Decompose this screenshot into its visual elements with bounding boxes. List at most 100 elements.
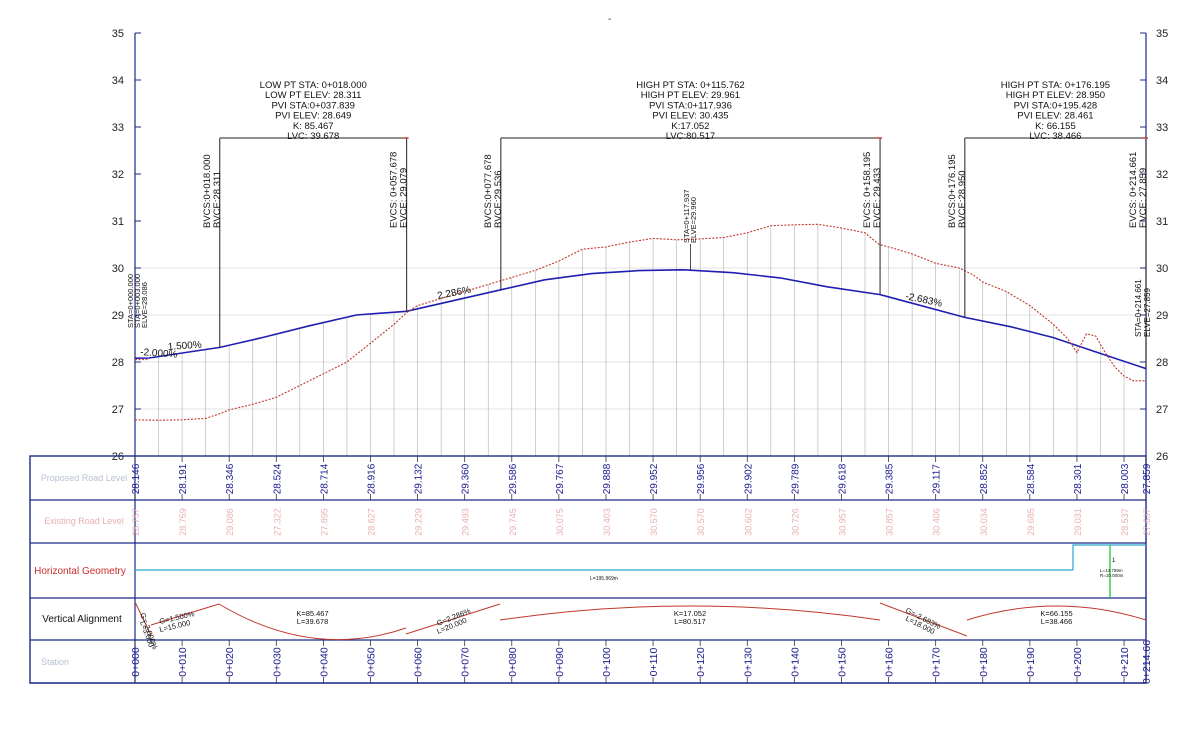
existing-level-value: 28.757 <box>131 508 141 536</box>
band-label-horizontal: Horizontal Geometry <box>34 566 126 577</box>
start-point-label: STA=0+003.000 <box>133 274 142 328</box>
station-label: 0+060 <box>413 647 425 677</box>
proposed-level-value: 29.767 <box>555 463 566 494</box>
bvc-label: BVCE:29.536 <box>493 170 504 228</box>
high-point-label: ELVE=29.960 <box>689 197 698 243</box>
station-label: 0+200 <box>1072 647 1084 677</box>
vc-info-line: HIGH PT STA: 0+176.195 <box>1001 80 1110 91</box>
vc-info-line: HIGH PT STA: 0+115.762 <box>636 80 745 91</box>
horizontal-length-text: L=195.969m <box>590 576 618 582</box>
existing-level-value: 27.322 <box>272 508 282 536</box>
station-label: 0+110 <box>648 647 660 676</box>
proposed-level-value: 29.952 <box>649 463 660 494</box>
station-label: 0+070 <box>460 647 472 677</box>
y-tick-label-left: 28 <box>112 357 124 369</box>
existing-level-value: 30.570 <box>696 508 706 536</box>
existing-level-value: 28.537 <box>1120 508 1130 536</box>
vc-info-line: HIGH PT ELEV: 28.950 <box>1006 90 1105 101</box>
va-curve-text: K=66.155 <box>1040 609 1072 618</box>
vc-info-line: K: 66.155 <box>1035 121 1076 132</box>
existing-level-value: 29.685 <box>1026 508 1036 536</box>
vc-info-line: PVI ELEV: 30.435 <box>652 111 728 122</box>
y-tick-label-left: 34 <box>112 75 124 87</box>
vc-info-line: LVC: 39.678 <box>287 131 339 142</box>
existing-level-value: 28.759 <box>178 508 188 536</box>
va-grade-line <box>134 601 152 636</box>
y-tick-label-left: 33 <box>112 122 124 134</box>
band-label-station: Station <box>41 657 69 667</box>
existing-ground-line <box>134 223 1146 421</box>
va-curve-text: K=17.052 <box>674 609 706 618</box>
vc-info-line: HIGH PT ELEV: 29.961 <box>641 90 740 101</box>
profile-grid <box>134 224 1146 456</box>
proposed-level-value: 28.003 <box>1120 463 1131 494</box>
existing-level-value: 29.086 <box>225 508 235 536</box>
existing-level-value: 29.493 <box>461 508 471 536</box>
vc-info-line: K:17.052 <box>671 121 709 132</box>
proposed-level-value: 29.117 <box>932 464 943 494</box>
vc-info-line: PVI STA:0+037.839 <box>271 100 355 111</box>
proposed-level-value: 29.956 <box>696 463 707 494</box>
vc-info-line: LOW PT STA: 0+018.000 <box>260 80 367 91</box>
station-label: 0+010 <box>177 647 189 677</box>
band-label-vertical: Vertical Alignment <box>42 614 122 625</box>
existing-level-value: 30.034 <box>979 508 989 536</box>
proposed-level-value: 28.714 <box>319 463 330 494</box>
proposed-level-value: 29.789 <box>790 463 801 494</box>
vc-info-line: LVC: 38.466 <box>1029 131 1081 142</box>
station-label: 0+050 <box>365 647 377 677</box>
existing-level-value: 30.857 <box>885 508 895 536</box>
proposed-level-value: 29.902 <box>743 463 754 494</box>
station-label: 0+020 <box>224 647 236 677</box>
station-label: 0+190 <box>1025 647 1037 677</box>
proposed-level-value: 28.916 <box>366 463 377 494</box>
bvc-label: BVCE:28.950 <box>957 170 968 228</box>
station-label: 0+180 <box>978 647 990 677</box>
vc-info-line: PVI STA:0+195.428 <box>1014 100 1098 111</box>
existing-level-value: 29.745 <box>508 508 518 536</box>
proposed-level-value: 29.132 <box>414 463 425 494</box>
existing-level-value: 28.627 <box>366 508 376 536</box>
va-curve-text: L=80.517 <box>674 617 706 626</box>
proposed-level-value: 28.146 <box>131 463 142 494</box>
top-mark: - <box>608 14 611 25</box>
y-tick-label-right: 29 <box>1156 310 1168 322</box>
station-label: 0+160 <box>884 647 896 677</box>
y-tick-label-left: 35 <box>112 28 124 40</box>
y-tick-label-left: 29 <box>112 310 124 322</box>
proposed-level-value: 27.859 <box>1142 463 1153 494</box>
elevation-axes: - 35 35 34 34 33 33 32 32 31 31 30 30 29 29 28 28 27 27 26 2… <box>112 14 1169 463</box>
station-label: 0+100 <box>601 647 613 677</box>
bvc-label: BVCE:28.311 <box>212 171 223 228</box>
y-tick-label-right: 32 <box>1156 169 1168 181</box>
start-point-label: ELVE=28.086 <box>140 282 149 328</box>
vc-info-line: K: 85.467 <box>293 121 334 132</box>
station-label: 0+120 <box>695 647 707 677</box>
proposed-level-value: 29.385 <box>885 463 896 494</box>
proposed-level-value: 29.618 <box>837 463 848 494</box>
vc-info-line: LOW PT ELEV: 28.311 <box>265 90 361 101</box>
va-curve-text: K=85.467 <box>296 609 328 618</box>
grade-label: 2.286% <box>436 285 471 302</box>
station-label: 0+030 <box>271 647 283 677</box>
bvc-label: BVCS:0+176.195 <box>947 154 958 228</box>
va-curve-text: L=38.466 <box>1041 617 1073 626</box>
horizontal-marker-text: 1 <box>1112 558 1116 564</box>
existing-level-value: 27.637 <box>1142 508 1152 536</box>
station-label: 0+040 <box>318 647 330 677</box>
station-label: 0+210 <box>1119 647 1131 677</box>
vc-info-line: PVI ELEV: 28.461 <box>1017 111 1093 122</box>
va-curve-arc <box>966 605 1147 621</box>
proposed-level-value: 28.524 <box>272 463 283 494</box>
vc-info-line: PVI ELEV: 28.649 <box>275 111 351 122</box>
evc-label: EVCS: 0+214.661 <box>1128 152 1139 228</box>
proposed-level-value: 28.191 <box>178 463 189 494</box>
horizontal-curve-step <box>1072 544 1146 570</box>
band-label-proposed: Proposed Road Level <box>41 473 128 483</box>
proposed-level-value: 29.888 <box>602 463 613 494</box>
y-tick-label-left: 32 <box>112 169 124 181</box>
end-point-label: ELVE=27.859 <box>1143 287 1152 337</box>
station-label: 0+130 <box>742 647 754 677</box>
